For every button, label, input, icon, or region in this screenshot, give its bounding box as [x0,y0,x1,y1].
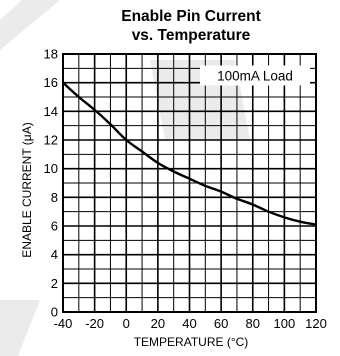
x-tick-label: -40 [54,316,73,331]
y-tick-label: 0 [51,305,58,320]
annotation-box [200,65,310,86]
annotation-text: 100mA Load [217,69,293,84]
chart-title-line-1: Enable Pin Current [121,8,261,25]
x-tick-label: 0 [123,316,130,331]
x-tick-label: 80 [246,316,260,331]
y-tick-label: 6 [51,219,58,234]
y-axis-label: ENABLE CURRENT (μA) [20,122,34,257]
y-tick-label: 14 [44,104,58,119]
y-tick-label: 18 [44,47,58,62]
x-tick-label: 40 [182,316,196,331]
y-tick-label: 2 [51,276,58,291]
y-tick-label: 10 [44,161,58,176]
y-tick-label: 16 [44,75,58,90]
y-tick-label: 12 [44,133,58,148]
y-tick-label: 4 [51,247,58,262]
annotation: 100mA Load [200,65,310,86]
chart-title-line-2: vs. Temperature [132,27,251,44]
enable-current-curve [62,81,317,226]
grid [62,53,317,313]
y-tick-label: 8 [51,190,58,205]
plot-frame [62,53,317,313]
chart-text: Enable Pin Current vs. Temperature TEMPE… [20,8,261,349]
x-tick-label: -20 [85,316,104,331]
x-tick-label: 100 [274,316,296,331]
x-tick-label: 120 [305,316,327,331]
x-tick-label: 60 [214,316,228,331]
data-series [62,81,317,226]
x-axis-label: TEMPERATURE (°C) [134,335,249,349]
tick-labels: -40 -20 0 20 40 60 80 100 120 0 2 4 6 8 10 12 14 16 18 [44,47,327,332]
x-tick-label: 20 [151,316,165,331]
